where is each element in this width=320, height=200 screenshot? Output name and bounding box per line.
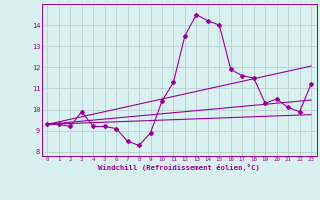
X-axis label: Windchill (Refroidissement éolien,°C): Windchill (Refroidissement éolien,°C) [98, 164, 260, 171]
